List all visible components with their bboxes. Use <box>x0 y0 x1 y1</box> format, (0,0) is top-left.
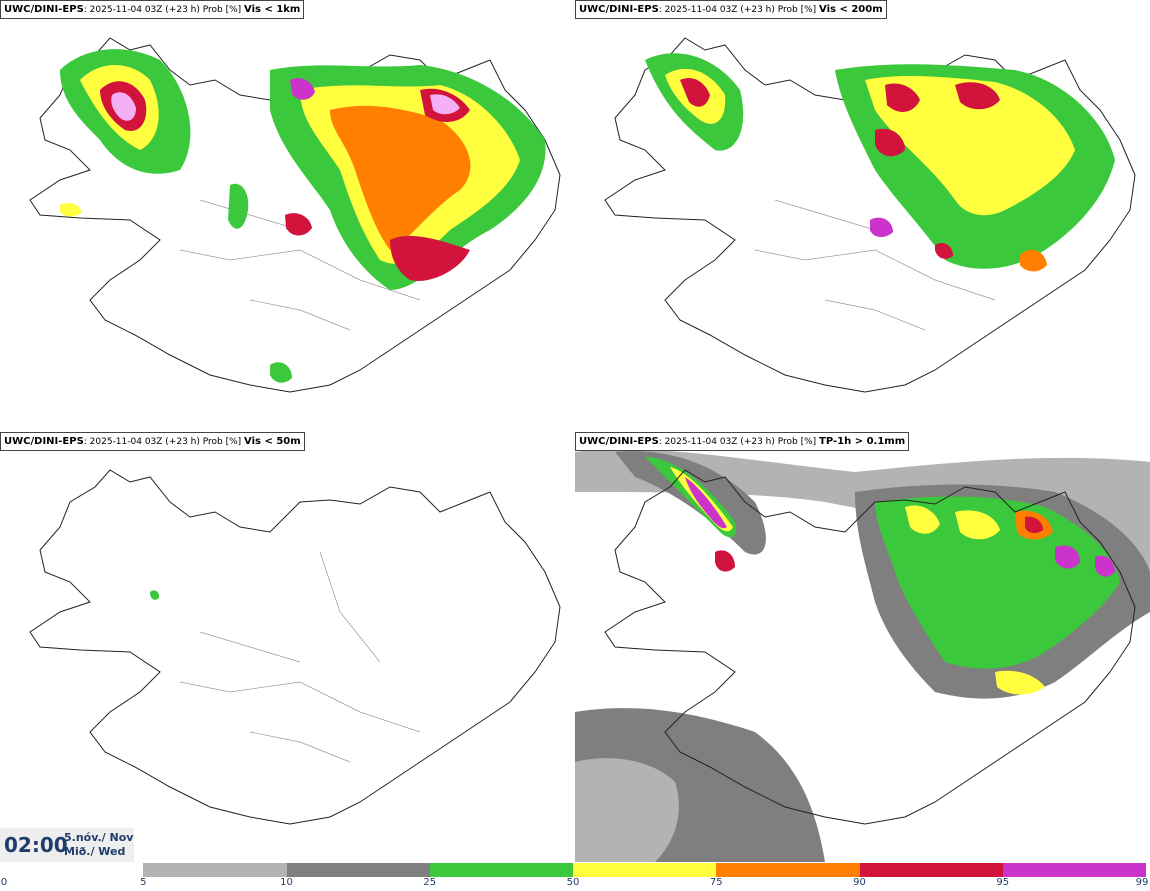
iceland-map <box>604 37 1136 393</box>
variable-label: Vis < 50m <box>244 436 301 447</box>
legend-tick: 50 <box>566 877 580 888</box>
run-info: : 2025-11-04 03Z (+23 h) Prob [%] <box>83 5 245 15</box>
variable-label: Vis < 1km <box>244 4 301 15</box>
legend-color-2 <box>286 863 430 877</box>
legend-color-7 <box>1002 863 1146 877</box>
probability-fields <box>575 449 1150 862</box>
legend-color-4 <box>573 863 717 877</box>
valid-hour: 02:00 <box>4 833 68 857</box>
probability-fields <box>150 590 160 600</box>
legend-color-6 <box>859 863 1003 877</box>
map-panel-vis-1km: UWC/DINI-EPS: 2025-11-04 03Z (+23 h) Pro… <box>0 0 575 430</box>
model-name: UWC/DINI-EPS <box>4 4 84 15</box>
run-info: : 2025-11-04 03Z (+23 h) Prob [%] <box>658 437 820 447</box>
iceland-map <box>575 449 1150 862</box>
panel-title: UWC/DINI-EPS: 2025-11-04 03Z (+23 h) Pro… <box>0 0 305 19</box>
legend-color-1 <box>143 863 287 877</box>
legend-tick: 10 <box>280 877 293 888</box>
iceland-map <box>29 469 561 825</box>
map-panel-vis-200m: UWC/DINI-EPS: 2025-11-04 03Z (+23 h) Pro… <box>575 0 1150 430</box>
legend-tick: 5 <box>140 877 147 888</box>
legend-color-5 <box>716 863 860 877</box>
panel-title: UWC/DINI-EPS: 2025-11-04 03Z (+23 h) Pro… <box>575 432 910 451</box>
legend-tick: 0 <box>0 877 8 888</box>
legend-tick: 90 <box>853 877 866 888</box>
legend-color-3 <box>429 863 573 877</box>
panel-title: UWC/DINI-EPS: 2025-11-04 03Z (+23 h) Pro… <box>575 0 887 19</box>
valid-date: 5.nóv./ Nov Mið./ Wed <box>64 831 133 859</box>
iceland-map <box>29 37 561 393</box>
run-info: : 2025-11-04 03Z (+23 h) Prob [%] <box>83 437 245 447</box>
probability-fields <box>645 53 1115 272</box>
valid-time-box: 02:00 5.nóv./ Nov Mið./ Wed <box>0 828 134 862</box>
model-name: UWC/DINI-EPS <box>579 4 659 15</box>
color-legend: 0 5 10 25 50 75 90 95 99 <box>0 862 1150 891</box>
legend-tick: 25 <box>423 877 437 888</box>
legend-tick: 99 <box>1135 877 1149 888</box>
panel-title: UWC/DINI-EPS: 2025-11-04 03Z (+23 h) Pro… <box>0 432 305 451</box>
valid-date-line2: Mið./ Wed <box>64 845 126 858</box>
legend-color-0 <box>0 863 144 877</box>
map-panel-vis-50m: UWC/DINI-EPS: 2025-11-04 03Z (+23 h) Pro… <box>0 432 575 862</box>
legend-tick: 95 <box>996 877 1010 888</box>
run-info: : 2025-11-04 03Z (+23 h) Prob [%] <box>658 5 820 15</box>
legend-tick: 75 <box>709 877 723 888</box>
variable-label: Vis < 200m <box>819 4 883 15</box>
valid-date-line1: 5.nóv./ Nov <box>64 831 134 844</box>
model-name: UWC/DINI-EPS <box>4 436 84 447</box>
model-name: UWC/DINI-EPS <box>579 436 659 447</box>
probability-fields <box>60 49 546 383</box>
variable-label: TP-1h > 0.1mm <box>819 436 906 447</box>
map-panel-precip: UWC/DINI-EPS: 2025-11-04 03Z (+23 h) Pro… <box>575 432 1150 862</box>
